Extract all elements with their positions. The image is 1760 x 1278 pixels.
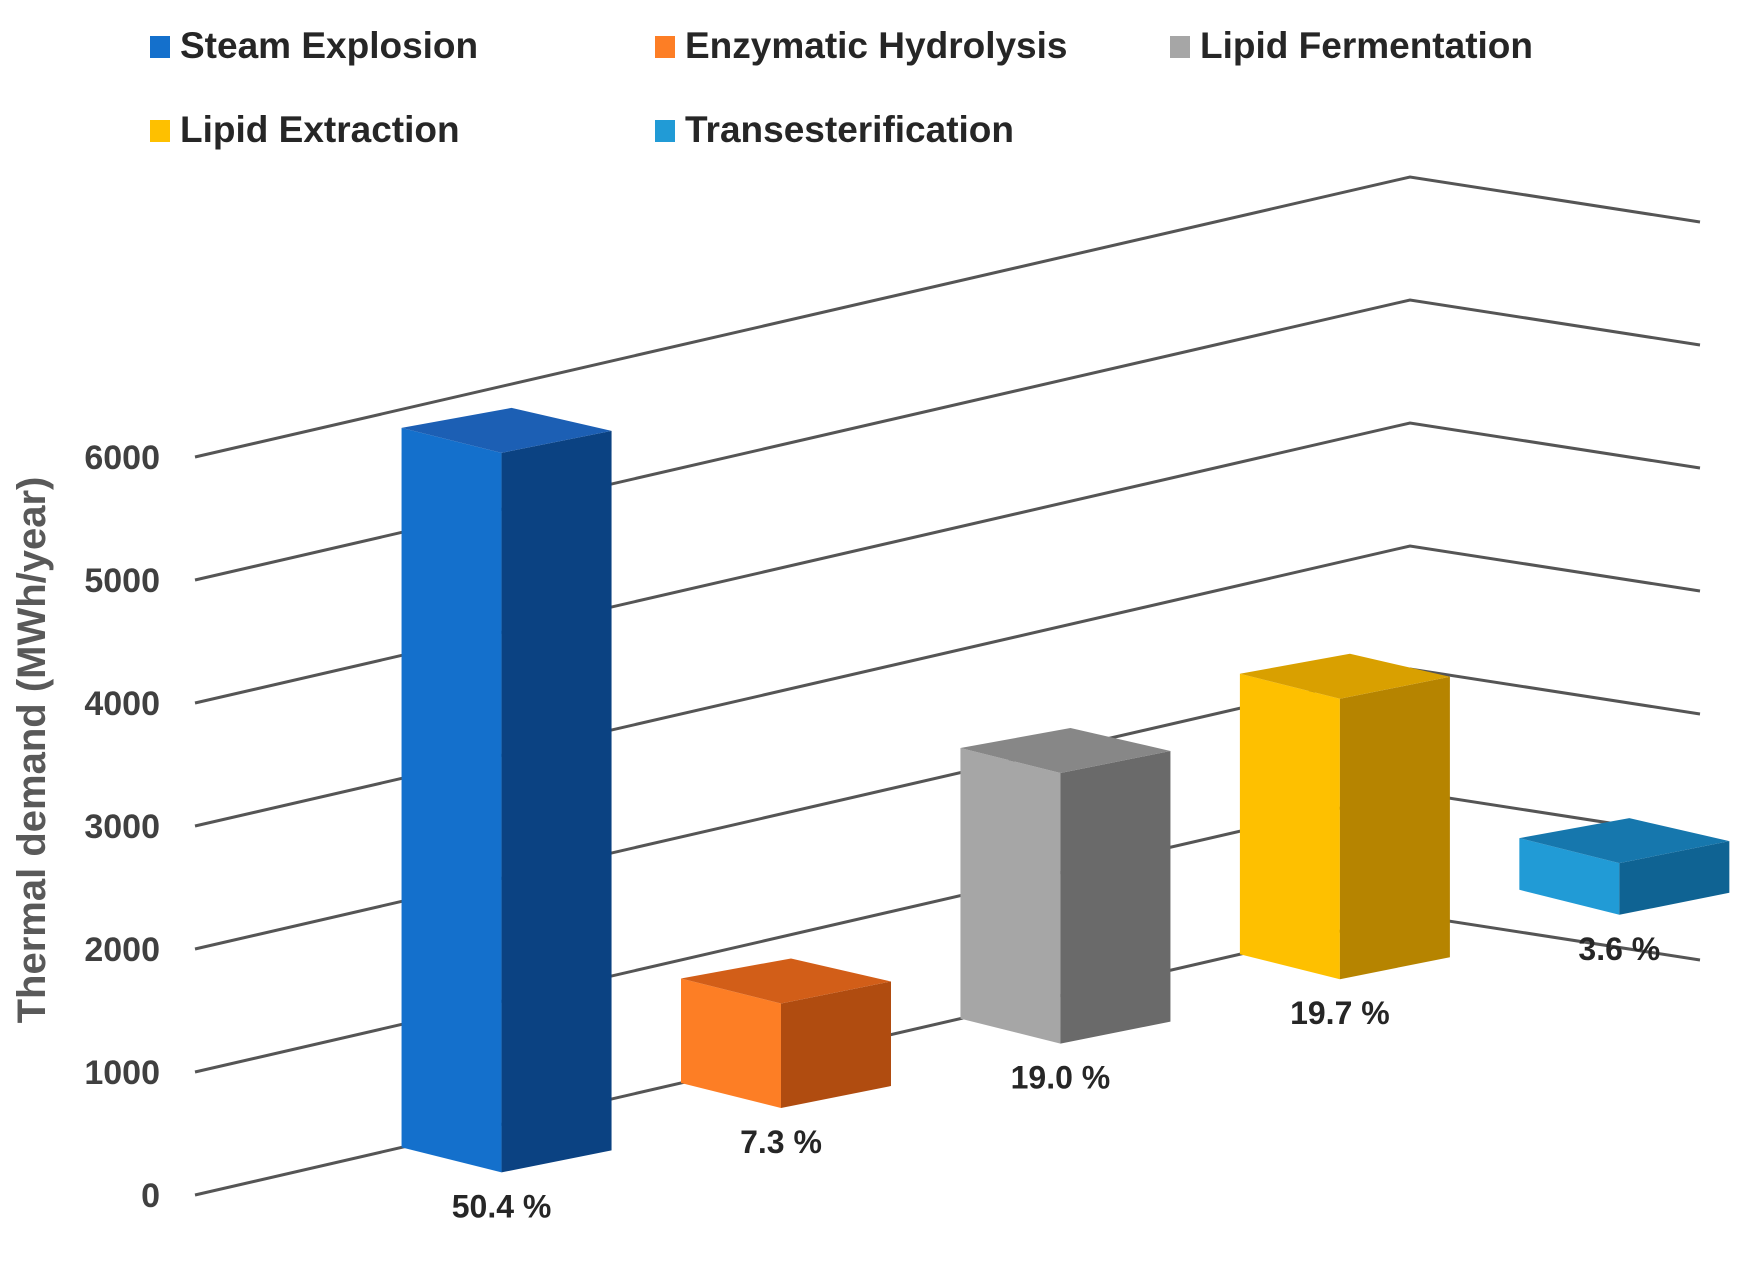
y-tick-label: 4000 (84, 685, 160, 723)
bar-top-lipid-fermentation (960, 728, 1171, 773)
legend-item-lipid-extraction: Lipid Extraction (150, 109, 460, 150)
legend-swatch (655, 36, 675, 58)
legend-label: Enzymatic Hydrolysis (685, 25, 1067, 66)
legend-label: Lipid Extraction (180, 109, 460, 150)
legend-swatch (655, 120, 675, 142)
legend-label: Lipid Fermentation (1200, 25, 1533, 66)
bar-lipid-fermentation (960, 728, 1171, 1044)
legend-swatch (150, 36, 170, 58)
y-tick-label: 3000 (84, 808, 160, 846)
gridline (194, 175, 1701, 459)
data-labels: 50.4 % 7.3 % 19.0 % 19.7 % 3.6 % (452, 931, 1661, 1225)
bar-side-lipid-extraction (1339, 676, 1450, 980)
legend-item-steam-explosion: Steam Explosion (150, 25, 478, 66)
bar-side-enzymatic-hydrolysis (781, 981, 891, 1108)
bar-top-enzymatic-hydrolysis (681, 958, 891, 1004)
legend: Steam Explosion Enzymatic Hydrolysis Lipid… (150, 25, 1533, 150)
bar-front-transesterification (1519, 838, 1620, 915)
bars (401, 407, 1730, 1173)
data-label-lipid-extraction: 19.7 % (1290, 995, 1390, 1031)
y-tick-label: 5000 (84, 562, 160, 600)
data-label-steam-explosion: 50.4 % (452, 1188, 552, 1224)
bar-front-lipid-extraction (1239, 673, 1340, 980)
bar-top-lipid-extraction (1239, 653, 1450, 699)
legend-item-lipid-fermentation: Lipid Fermentation (1170, 25, 1533, 66)
legend-swatch (1170, 36, 1190, 58)
bar-front-steam-explosion (401, 427, 502, 1173)
data-label-enzymatic-hydrolysis: 7.3 % (740, 1124, 822, 1160)
y-axis-ticks: 0 1000 2000 3000 4000 5000 6000 (84, 439, 160, 1215)
bar-enzymatic-hydrolysis (681, 958, 891, 1108)
bar-lipid-extraction (1239, 653, 1450, 980)
bar-top-transesterification (1519, 818, 1730, 864)
legend-item-transesterification: Transesterification (655, 109, 1014, 150)
bar-front-lipid-fermentation (960, 748, 1061, 1044)
y-tick-label: 6000 (84, 439, 160, 477)
y-tick-label: 0 (141, 1177, 160, 1215)
bar-side-lipid-fermentation (1060, 751, 1171, 1044)
bar-steam-explosion (401, 407, 612, 1173)
bar-side-steam-explosion (501, 430, 612, 1173)
y-tick-label: 1000 (84, 1054, 160, 1092)
legend-label: Steam Explosion (180, 25, 478, 66)
bar-front-enzymatic-hydrolysis (681, 978, 781, 1108)
y-axis-title: Thermal demand (MWh/year) (10, 477, 54, 1024)
y-tick-label: 2000 (84, 931, 160, 969)
data-label-lipid-fermentation: 19.0 % (1011, 1060, 1111, 1096)
bar-top-steam-explosion (401, 407, 612, 453)
legend-label: Transesterification (685, 109, 1014, 150)
bar-transesterification (1519, 818, 1730, 915)
bar-side-transesterification (1619, 841, 1730, 915)
data-label-transesterification: 3.6 % (1578, 931, 1660, 967)
legend-swatch (150, 120, 170, 142)
legend-item-enzymatic-hydrolysis: Enzymatic Hydrolysis (655, 25, 1067, 66)
